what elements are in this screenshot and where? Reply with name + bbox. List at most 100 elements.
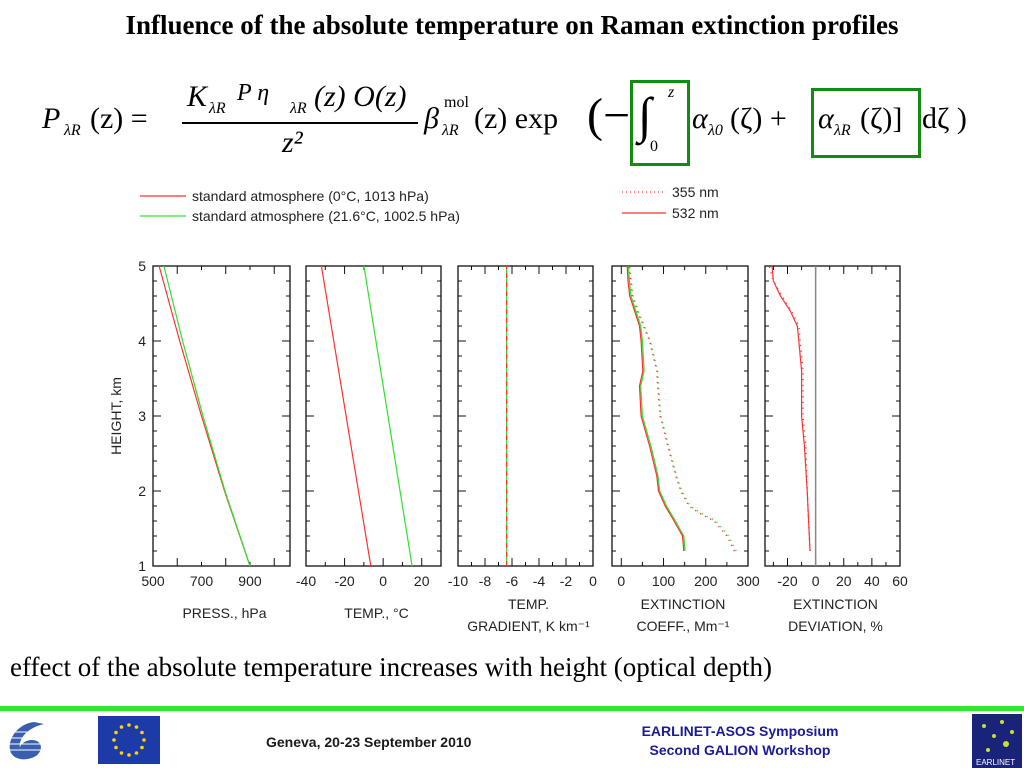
x-tick-label: 0 — [589, 573, 597, 589]
slide-caption: effect of the absolute temperature incre… — [10, 652, 772, 682]
chart-panel-5: -20 0 20 40 60 EXTINCTION DEVIATION, % — [764, 265, 908, 634]
integral-highlight-box — [630, 80, 690, 166]
x-tick-label: 900 — [238, 573, 262, 589]
plot-frame — [764, 265, 901, 567]
footer-event-line2: Second GALION Workshop — [649, 742, 831, 758]
formula-alpha0-sub: λ0 — [708, 122, 723, 139]
y-tick-label: 2 — [138, 483, 146, 499]
lidar-equation: P λR (z) = K λR P η λR (z) O(z) z² β mol… — [42, 80, 992, 170]
formula-denominator: z² — [282, 126, 303, 159]
series-line-solid — [627, 265, 686, 552]
formula-alpha0-arg: (ζ) + — [730, 102, 787, 135]
x-tick-label: 100 — [652, 573, 676, 589]
formula-alphaR-arg: (ζ)] — [860, 102, 903, 135]
eu-star-icon — [127, 723, 131, 727]
formula-alpha0: α — [692, 102, 708, 135]
x-axis-label: TEMP., °C — [344, 605, 408, 621]
y-tick-label: 3 — [138, 408, 146, 424]
earlinet-logo: EARLINET — [972, 714, 1022, 768]
eu-star-icon — [134, 751, 139, 755]
x-axis-label: EXTINCTION — [793, 596, 878, 612]
formula-num-rest-sub: λR — [290, 100, 307, 117]
formula-numerator: K — [187, 80, 208, 113]
y-tick-label: 1 — [138, 558, 146, 574]
series-line-dotted — [768, 265, 811, 552]
x-tick-label: 40 — [864, 573, 880, 589]
formula-num-rest: P η — [237, 80, 270, 106]
series-line-dotted — [628, 265, 736, 552]
series-line-solid — [320, 265, 372, 567]
y-tick-label: 5 — [138, 258, 146, 274]
formula-open: (− — [587, 89, 631, 142]
x-tick-label: 0 — [379, 573, 387, 589]
x-tick-label: -10 — [448, 573, 468, 589]
eu-star-icon — [114, 730, 118, 735]
x-tick-label: -4 — [533, 573, 546, 589]
x-tick-label: -6 — [506, 573, 519, 589]
series-line-solid — [158, 265, 251, 567]
chart-panel-2: -40 -20 0 20 TEMP., °C — [296, 265, 442, 621]
x-tick-label: 500 — [141, 573, 165, 589]
x-axis-label: PRESS., hPa — [182, 605, 266, 621]
formula-exp: (z) exp — [474, 102, 559, 135]
x-tick-label: -20 — [777, 573, 797, 589]
eu-star-icon — [134, 725, 139, 729]
x-tick-label: -20 — [334, 573, 354, 589]
series-line-solid — [163, 265, 251, 567]
formula-beta-sub: λR — [442, 122, 459, 139]
x-tick-label: 700 — [190, 573, 214, 589]
formula-num-tail: (z) O(z) — [314, 80, 407, 113]
plot-frame — [457, 265, 594, 567]
formula-dzeta: dζ ) — [922, 102, 967, 135]
x-axis-label: COEFF., Mm⁻¹ — [637, 618, 730, 634]
x-axis-label: TEMP. — [508, 596, 549, 612]
x-tick-label: 300 — [736, 573, 760, 589]
formula-lhs: P — [42, 102, 61, 135]
formula-alphaR-sub: λR — [834, 122, 851, 139]
earlinet-logo-text: EARLINET — [976, 758, 1015, 767]
series-line-dotted — [629, 265, 737, 552]
chart-panel-4: 0 100 200 300 EXTINCTION COEFF., Mm⁻¹ — [611, 265, 760, 634]
formula-int-lower: 0 — [650, 138, 658, 155]
x-tick-label: -2 — [560, 573, 573, 589]
y-axis-label: HEIGHT, km — [108, 377, 124, 455]
x-tick-label: 60 — [892, 573, 908, 589]
formula-beta-sup: mol — [444, 94, 469, 111]
formula-num-sub: λR — [209, 100, 226, 117]
eu-star-icon — [119, 725, 124, 729]
plot-frame — [152, 265, 291, 567]
chart-panel-3: -10 -8 -6 -4 -2 0 TEMP. GRADIENT, K km⁻¹ — [448, 265, 597, 634]
x-axis-label: EXTINCTION — [641, 596, 726, 612]
formula-integral: ∫ — [638, 87, 652, 143]
x-tick-label: 0 — [617, 573, 625, 589]
formula-beta: β — [424, 102, 439, 135]
eu-star-icon — [127, 753, 131, 757]
series-line-solid — [771, 265, 811, 552]
footer-date-place: Geneva, 20-23 September 2010 — [266, 734, 472, 750]
eu-star-icon — [140, 745, 144, 750]
formula-int-upper: z — [668, 84, 675, 101]
x-tick-label: -8 — [479, 573, 492, 589]
eu-flag-logo — [98, 716, 160, 764]
slide-title: Influence of the absolute temperature on… — [125, 10, 899, 40]
plot-frame — [611, 265, 749, 567]
fraction-bar — [182, 122, 418, 124]
formula-lhs-arg: (z) = — [90, 102, 148, 135]
x-axis-label: GRADIENT, K km⁻¹ — [467, 618, 590, 634]
alpha-raman-highlight-box — [811, 88, 921, 158]
x-tick-label: -40 — [296, 573, 316, 589]
footer-event-line1: EARLINET-ASOS Symposium — [641, 723, 839, 739]
plot-frame — [305, 265, 442, 567]
formula-alphaR: α — [818, 102, 834, 135]
fp6-logo — [4, 722, 64, 760]
x-tick-label: 20 — [414, 573, 430, 589]
eu-star-icon — [112, 738, 116, 742]
eu-star-icon — [140, 730, 144, 735]
eu-star-icon — [142, 738, 146, 742]
x-tick-label: 20 — [836, 573, 852, 589]
chart-panel-1: 1 2 3 4 5 500 700 900 PRESS., hPa — [138, 258, 291, 621]
eu-star-icon — [114, 745, 118, 750]
series-line-solid — [363, 265, 413, 567]
x-axis-label: DEVIATION, % — [788, 618, 883, 634]
